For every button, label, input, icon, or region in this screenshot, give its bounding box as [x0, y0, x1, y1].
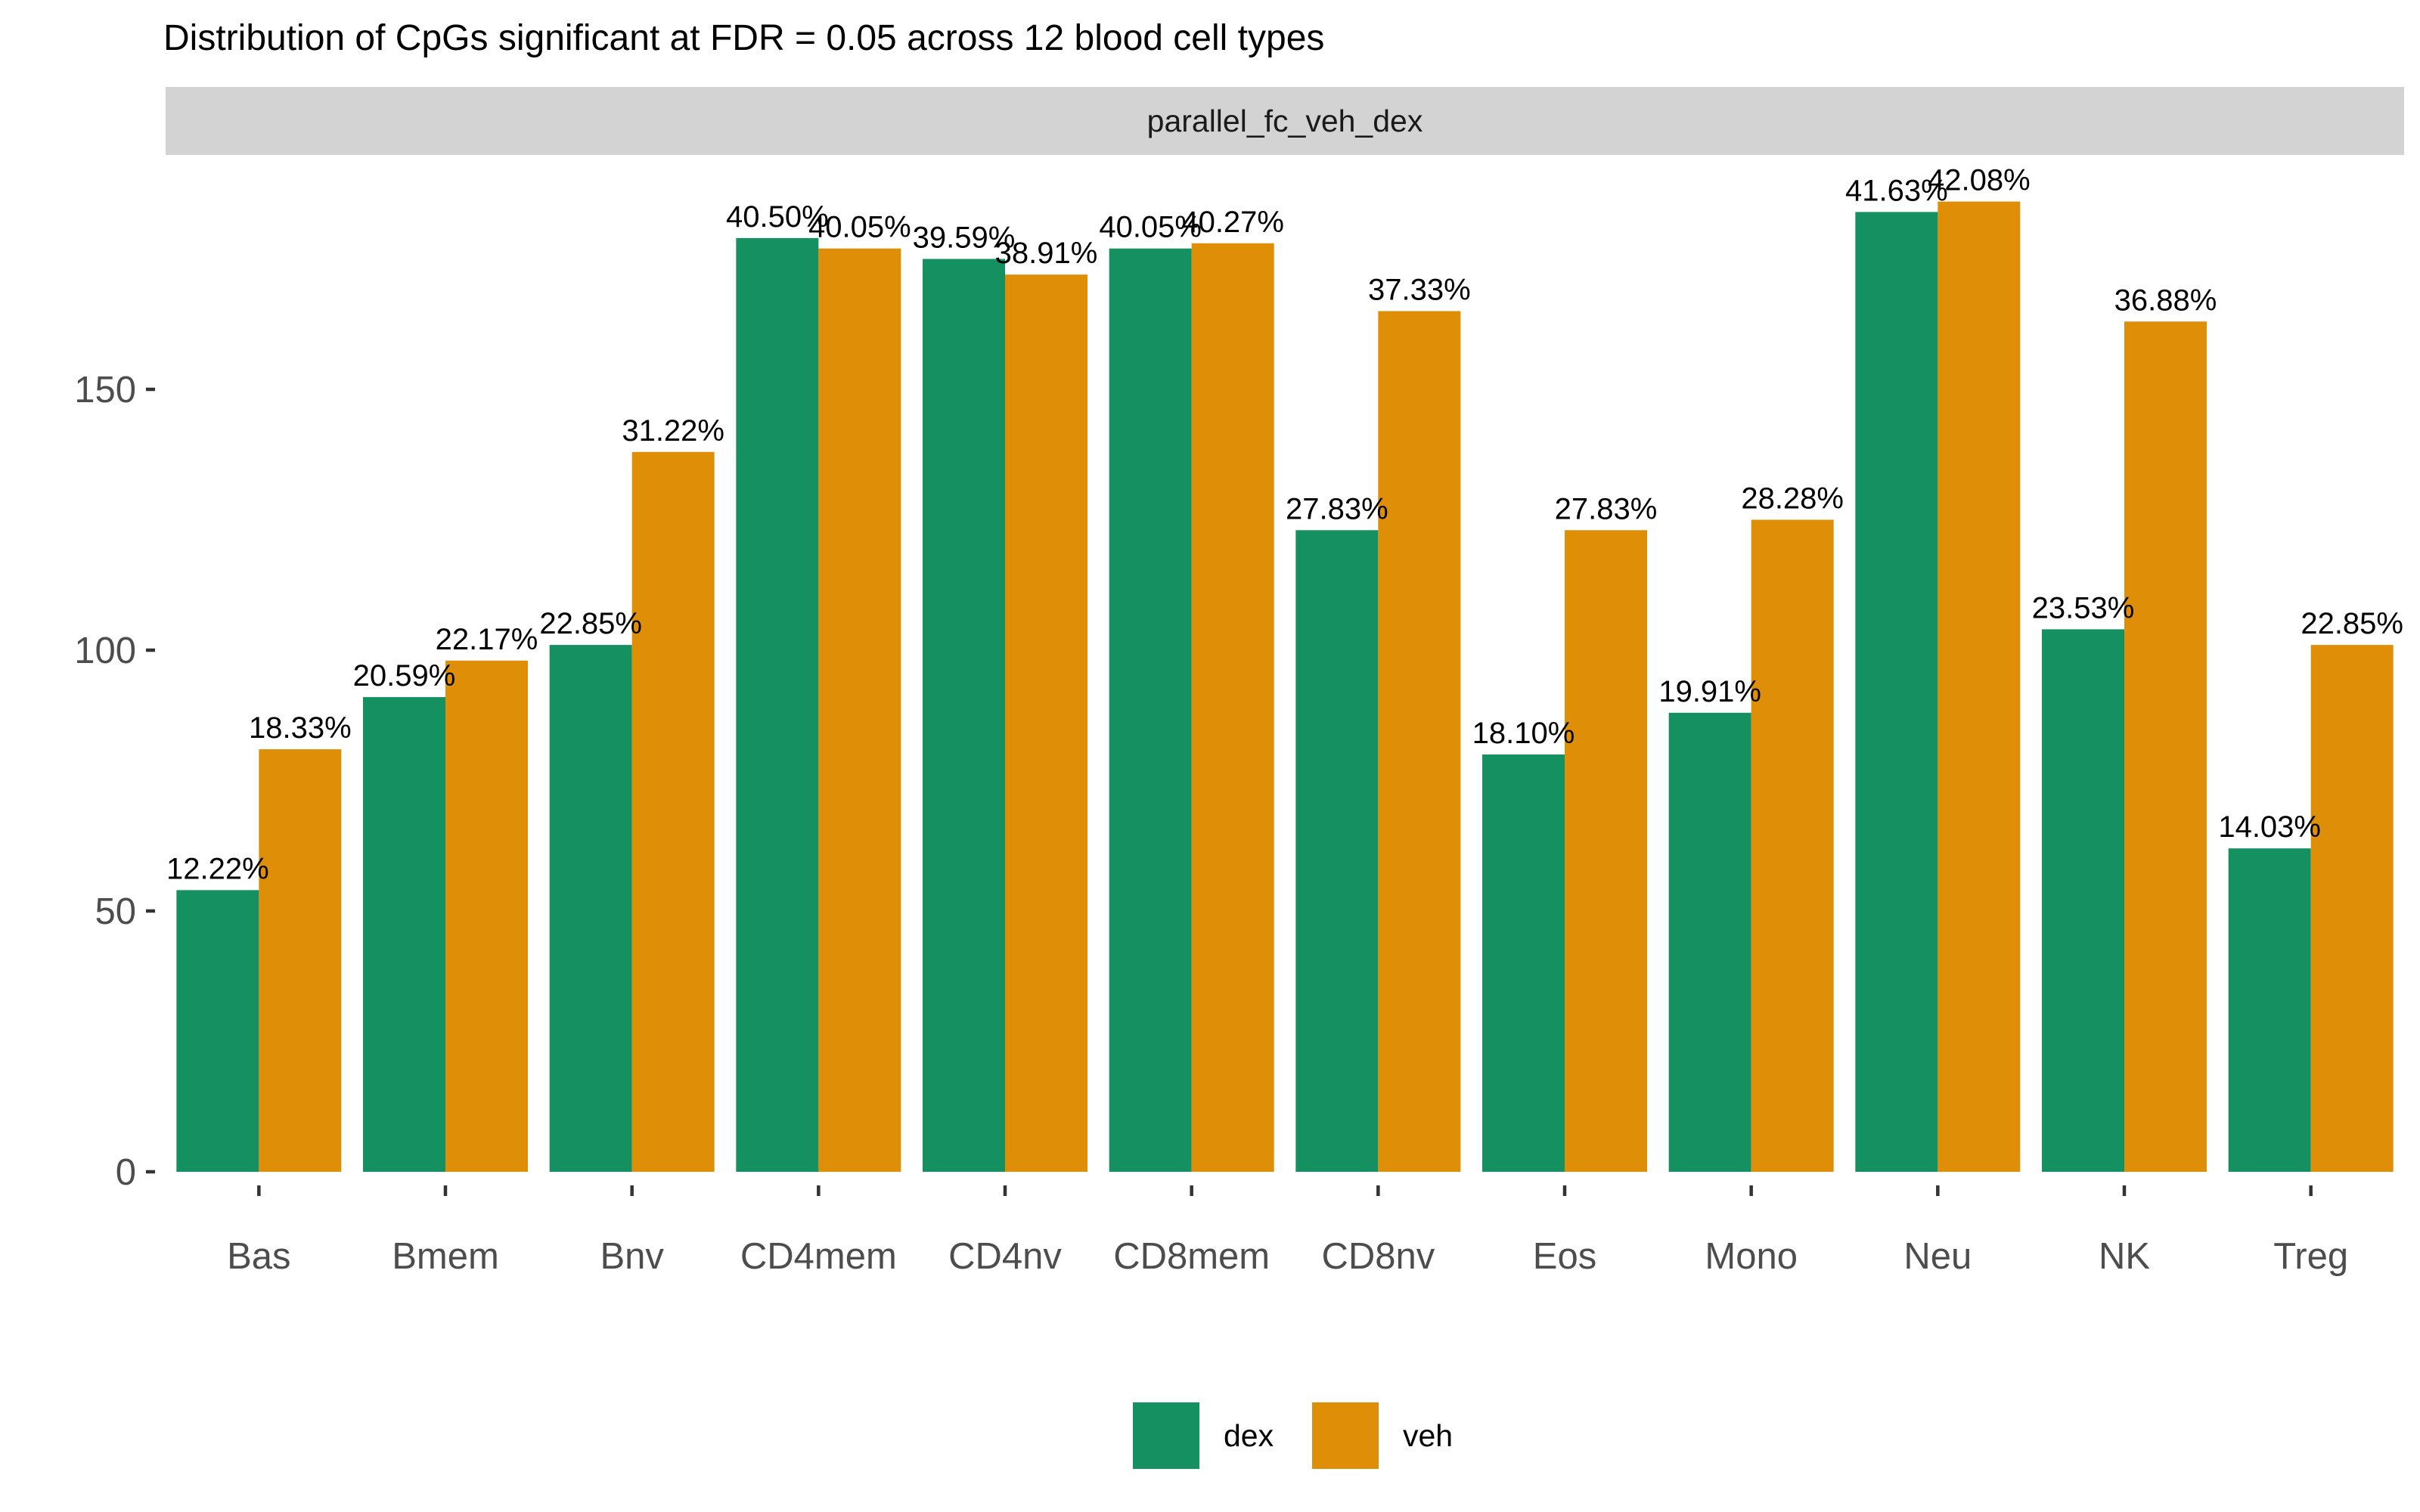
bar-dex-nk — [2042, 629, 2124, 1172]
x-tick-label: Mono — [1705, 1236, 1798, 1277]
x-tick-label: CD8nv — [1321, 1236, 1435, 1277]
data-label-dex-nk: 23.53% — [2032, 591, 2135, 624]
data-label-dex-cd4nv: 39.59% — [913, 222, 1016, 255]
data-label-veh-nk: 36.88% — [2114, 284, 2217, 317]
facet-strip-label: parallel_fc_veh_dex — [1147, 104, 1423, 138]
bar-veh-nk — [2124, 321, 2207, 1172]
y-tick-label: 0 — [116, 1152, 136, 1193]
bar-dex-bnv — [549, 645, 632, 1172]
x-tick-label: Eos — [1533, 1236, 1596, 1277]
bar-veh-cd4nv — [1005, 274, 1087, 1173]
x-tick-label: Bas — [227, 1236, 290, 1277]
data-label-veh-bmem: 22.17% — [436, 623, 538, 656]
x-tick-label: Bnv — [600, 1236, 664, 1277]
bar-veh-cd4mem — [818, 248, 901, 1173]
data-label-veh-cd8mem: 40.27% — [1181, 206, 1284, 239]
data-label-veh-bnv: 31.22% — [622, 414, 724, 448]
x-axis: Bas Bmem Bnv CD4mem CD4nv CD8mem CD8nv Eos Mono N… — [227, 1185, 2348, 1277]
bar-veh-cd8nv — [1378, 311, 1461, 1172]
bar-veh-mono — [1751, 519, 1834, 1172]
bars — [176, 201, 2394, 1173]
data-label-dex-cd8nv: 27.83% — [1286, 492, 1388, 525]
data-label-dex-eos: 18.10% — [1472, 717, 1575, 750]
bar-dex-cd4mem — [736, 237, 819, 1172]
facet-strip — [166, 87, 2404, 155]
bar-dex-neu — [1855, 212, 1938, 1172]
data-label-veh-eos: 27.83% — [1555, 492, 1658, 525]
x-tick-label: CD4nv — [948, 1236, 1062, 1277]
bar-dex-bmem — [363, 697, 445, 1172]
x-tick-label: Treg — [2273, 1236, 2348, 1277]
chart-title: Distribution of CpGs significant at FDR … — [163, 18, 1325, 58]
data-label-dex-bmem: 20.59% — [353, 659, 456, 692]
bar-dex-bas — [176, 890, 259, 1172]
legend-label-veh: veh — [1403, 1418, 1453, 1453]
data-label-veh-mono: 28.28% — [1741, 482, 1844, 516]
data-label-veh-bas: 18.33% — [249, 711, 352, 745]
legend-label-dex: dex — [1224, 1418, 1274, 1453]
bar-veh-neu — [1938, 201, 2021, 1173]
bar-dex-cd8nv — [1295, 530, 1379, 1172]
bar-veh-bas — [259, 749, 342, 1172]
bar-veh-bmem — [445, 660, 528, 1172]
data-label-veh-treg: 22.85% — [2301, 607, 2403, 640]
legend-swatch-dex — [1133, 1402, 1199, 1469]
y-tick-label: 100 — [74, 631, 136, 671]
x-tick-label: Bmem — [392, 1236, 499, 1277]
data-labels: 12.22%18.33%20.59%22.17% 22.85%31.22%40.5… — [166, 164, 2403, 886]
legend: dex veh — [1133, 1402, 1453, 1469]
data-label-dex-cd4mem: 40.50% — [726, 200, 829, 234]
bar-veh-eos — [1565, 530, 1647, 1172]
x-tick-label: NK — [2099, 1236, 2150, 1277]
x-tick-label: CD4mem — [740, 1236, 897, 1277]
data-label-dex-treg: 14.03% — [2218, 810, 2321, 844]
y-tick-label: 50 — [95, 891, 136, 932]
bar-veh-bnv — [631, 451, 715, 1172]
legend-swatch-veh — [1312, 1402, 1379, 1469]
data-label-veh-cd8nv: 37.33% — [1368, 274, 1471, 307]
bar-dex-mono — [1668, 712, 1751, 1172]
bar-dex-cd8mem — [1109, 248, 1192, 1173]
data-label-dex-bas: 12.22% — [166, 852, 269, 885]
data-label-veh-cd4nv: 38.91% — [995, 237, 1098, 270]
bar-veh-treg — [2310, 645, 2394, 1172]
x-tick-label: Neu — [1903, 1236, 1972, 1277]
bar-veh-cd8mem — [1191, 243, 1274, 1172]
data-label-veh-cd4mem: 40.05% — [808, 211, 911, 244]
bar-dex-treg — [2228, 848, 2311, 1172]
bar-dex-eos — [1482, 754, 1565, 1172]
y-tick-label: 150 — [74, 370, 136, 411]
x-tick-label: CD8mem — [1113, 1236, 1270, 1277]
data-label-dex-cd8mem: 40.05% — [1099, 211, 1202, 244]
data-label-veh-neu: 42.08% — [1928, 164, 2031, 197]
data-label-dex-neu: 41.63% — [1845, 174, 1948, 207]
bar-dex-cd4nv — [923, 259, 1005, 1172]
data-label-dex-mono: 19.91% — [1658, 675, 1761, 708]
y-axis: 0 50 100 150 — [74, 370, 155, 1193]
data-label-dex-bnv: 22.85% — [539, 607, 642, 640]
